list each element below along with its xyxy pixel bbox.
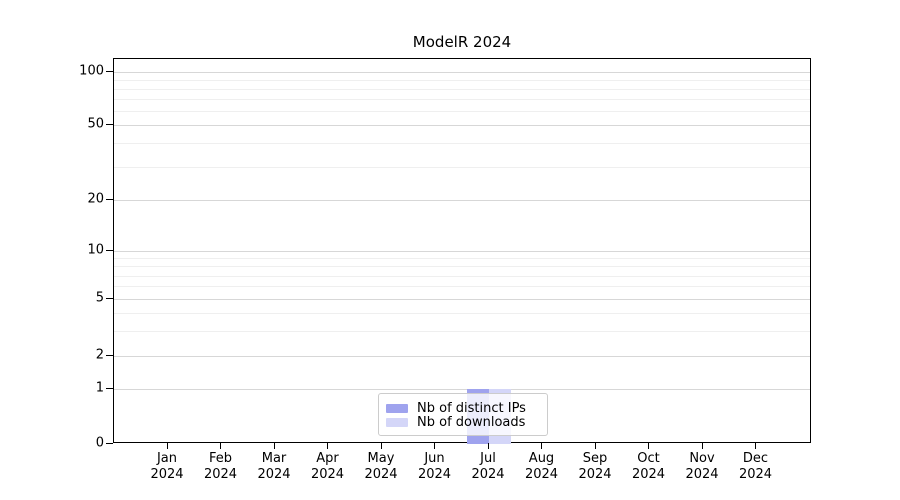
- y-tick-label: 100: [79, 63, 104, 79]
- minor-gridline: [114, 330, 810, 332]
- x-tick-mark: [594, 443, 596, 449]
- y-tick-mark: [106, 354, 113, 356]
- x-tick-mark: [166, 443, 168, 449]
- x-tick-label-line: 2024: [631, 467, 666, 482]
- x-tick-label-line: 2024: [471, 467, 505, 482]
- minor-gridline: [114, 143, 810, 145]
- y-tick-label: 0: [95, 435, 104, 451]
- y-tick-mark: [106, 198, 113, 200]
- x-tick-label-line: 2024: [257, 467, 291, 482]
- x-tick-label-line: 2024: [738, 467, 773, 482]
- major-gridline: [114, 72, 810, 73]
- distinct-ips-swatch-icon: [386, 403, 408, 413]
- x-tick-label-line: Jul: [480, 451, 496, 466]
- x-tick-label: Mar 2024: [242, 451, 306, 483]
- minor-gridline: [114, 89, 810, 91]
- y-tick-mark: [106, 387, 113, 389]
- major-gridline: [114, 125, 810, 126]
- x-tick-label: Oct 2024: [617, 451, 681, 483]
- y-tick-mark: [106, 123, 113, 125]
- x-tick-label-line: 2024: [685, 467, 719, 482]
- x-tick-mark: [434, 443, 436, 449]
- minor-gridline: [114, 266, 810, 268]
- chart-title: ModelR 2024: [412, 33, 512, 51]
- major-gridline: [114, 299, 810, 300]
- x-tick-label: Aug 2024: [510, 451, 574, 483]
- minor-gridline: [114, 286, 810, 288]
- x-tick-label-line: 2024: [578, 467, 612, 482]
- x-tick-mark: [327, 443, 329, 449]
- x-tick-label: Apr 2024: [296, 451, 360, 483]
- y-tick-label: 50: [87, 116, 104, 132]
- x-tick-label-line: Dec: [742, 451, 769, 466]
- major-gridline: [114, 251, 810, 252]
- x-tick-mark: [541, 443, 543, 449]
- legend-item-downloads: Nb of downloads: [386, 414, 539, 430]
- x-tick-mark: [487, 443, 489, 449]
- x-tick-label-line: 2024: [203, 467, 238, 482]
- y-tick-mark: [106, 70, 113, 72]
- x-tick-label-line: 2024: [364, 467, 398, 482]
- major-gridline: [114, 200, 810, 201]
- minor-gridline: [114, 111, 810, 113]
- x-tick-label: Dec 2024: [724, 451, 788, 483]
- major-gridline: [114, 356, 810, 357]
- legend-label-downloads: Nb of downloads: [417, 414, 526, 430]
- x-tick-label-line: May: [367, 451, 395, 466]
- x-tick-label: Nov 2024: [670, 451, 734, 483]
- x-tick-label: Feb 2024: [189, 451, 253, 483]
- y-tick-label: 2: [95, 347, 104, 363]
- y-tick-mark: [106, 442, 113, 444]
- x-tick-mark: [648, 443, 650, 449]
- x-tick-label-line: 2024: [524, 467, 559, 482]
- x-tick-label-line: Oct: [637, 451, 660, 466]
- minor-gridline: [114, 312, 810, 314]
- minor-gridline: [114, 80, 810, 82]
- x-tick-label: Jun 2024: [403, 451, 467, 483]
- y-tick-label: 1: [95, 380, 104, 396]
- minor-gridline: [114, 275, 810, 277]
- x-tick-label: Jan 2024: [135, 451, 199, 483]
- x-tick-mark: [220, 443, 222, 449]
- x-tick-mark: [273, 443, 275, 449]
- x-tick-label-line: 2024: [310, 467, 345, 482]
- y-tick-mark: [106, 249, 113, 251]
- x-tick-label: Jul 2024: [456, 451, 520, 483]
- minor-gridline: [114, 99, 810, 101]
- x-tick-label-line: Mar: [261, 451, 287, 466]
- x-tick-label-line: 2024: [417, 467, 452, 482]
- x-tick-label-line: Aug: [528, 451, 555, 466]
- y-tick-label: 5: [95, 290, 104, 306]
- x-tick-label-line: Nov: [689, 451, 715, 466]
- y-tick-label: 10: [87, 242, 104, 258]
- legend: Nb of distinct IPs Nb of downloads: [378, 393, 548, 436]
- x-tick-mark: [755, 443, 757, 449]
- minor-gridline: [114, 166, 810, 168]
- x-tick-label: May 2024: [349, 451, 413, 483]
- x-tick-label-line: Apr: [316, 451, 339, 466]
- downloads-swatch-icon: [386, 417, 408, 427]
- x-tick-label: Sep 2024: [563, 451, 627, 483]
- x-tick-label-line: Sep: [582, 451, 608, 466]
- x-tick-label-line: 2024: [150, 467, 184, 482]
- x-tick-mark: [701, 443, 703, 449]
- y-tick-label: 20: [87, 191, 104, 207]
- x-tick-label-line: Jun: [424, 451, 445, 466]
- x-tick-label-line: Feb: [208, 451, 233, 466]
- x-tick-mark: [380, 443, 382, 449]
- legend-item-distinct-ips: Nb of distinct IPs: [386, 400, 539, 416]
- plot-area: [113, 58, 811, 444]
- minor-gridline: [114, 258, 810, 260]
- major-gridline: [114, 389, 810, 390]
- x-tick-label-line: Jan: [156, 451, 178, 466]
- y-tick-mark: [106, 297, 113, 299]
- legend-label-distinct-ips: Nb of distinct IPs: [417, 400, 526, 416]
